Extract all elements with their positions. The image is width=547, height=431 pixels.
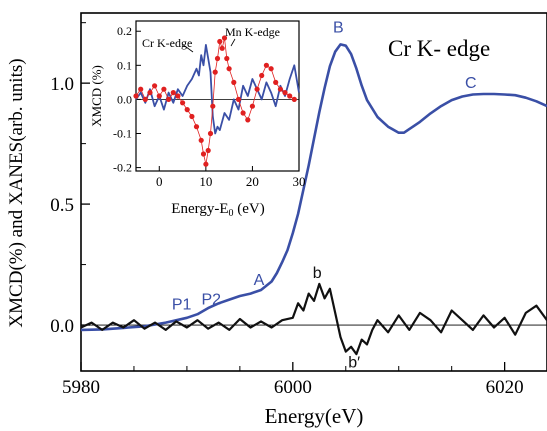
inset-y-tick-label: -0.1 bbox=[113, 127, 132, 141]
inset-legend-cr-pointer bbox=[181, 43, 194, 53]
inset-series-mn-point bbox=[277, 86, 283, 92]
main-series bbox=[80, 43, 547, 356]
inset-series-mn-point bbox=[231, 79, 237, 85]
inset-series-mn-point bbox=[152, 83, 158, 89]
inset-y-tick-label: 0.0 bbox=[117, 92, 132, 106]
inset-y-tick-label: -0.2 bbox=[113, 161, 132, 175]
series-xanes-line bbox=[80, 43, 547, 332]
inset-series-mn-point bbox=[166, 96, 172, 102]
inset-series-mn-point bbox=[219, 45, 225, 51]
inset-series-mn-point bbox=[268, 66, 274, 72]
annotation-label: b′ bbox=[348, 354, 360, 371]
annotation-label: B bbox=[333, 19, 344, 36]
inset-series-mn-point bbox=[205, 147, 211, 154]
inset-x-tick-label: 0 bbox=[156, 174, 163, 189]
main-annotations: P1 P2 A B Cb b′ bbox=[172, 19, 477, 371]
inset-series-mn-point bbox=[193, 124, 200, 130]
x-tick-label: 5980 bbox=[62, 377, 100, 398]
inset-series-mn-point bbox=[254, 86, 260, 92]
inset-series-mn-point bbox=[224, 55, 230, 62]
inset-x-axis-label-subscript: 0 bbox=[228, 208, 233, 219]
inset-series-mn-point bbox=[263, 62, 269, 68]
inset-y-tick-label: 0.1 bbox=[117, 58, 132, 72]
inset-legend-mn: Mn K-edge bbox=[225, 25, 280, 39]
main-ticks: 5980 6000 6020 0.0 0.5 1.0 bbox=[50, 22, 524, 398]
inset-x-tick-label: 30 bbox=[293, 174, 306, 189]
annotation-label: C bbox=[465, 75, 477, 92]
inset-ticks: 0 10 20 30 -0.2 -0.1 0.0 0.1 0.2 bbox=[113, 24, 306, 189]
inset-legend-cr: Cr K-edge bbox=[142, 36, 192, 50]
inset-series-mn-point bbox=[245, 117, 251, 123]
y-tick-label: 0.0 bbox=[50, 316, 74, 337]
inset-x-tick-label: 10 bbox=[199, 174, 212, 189]
main-plot: 5980 6000 6020 0.0 0.5 1.0 P1 P2 A B Cb b′ Energy(… bbox=[6, 12, 547, 428]
inset-series-mn-point bbox=[207, 130, 214, 137]
inset-x-tick-label: 20 bbox=[246, 174, 259, 189]
inset-series-mn-point bbox=[210, 103, 216, 109]
edge-label: Cr K- edge bbox=[388, 36, 490, 61]
inset-series-mn-point bbox=[212, 69, 218, 75]
inset-series-mn-point bbox=[226, 66, 232, 72]
annotation-label: P2 bbox=[201, 291, 221, 308]
inset-x-axis-label-unit: (eV) bbox=[233, 201, 264, 217]
y-tick-label: 1.0 bbox=[50, 74, 74, 95]
inset-series-mn-point bbox=[147, 90, 153, 96]
inset-x-axis-label: Energy-E0 (eV) bbox=[171, 201, 264, 219]
inset-series-mn-point bbox=[259, 72, 265, 79]
inset-series-mn-point bbox=[273, 79, 279, 85]
y-tick-label: 0.5 bbox=[50, 195, 74, 216]
inset-series-mn-point bbox=[203, 161, 209, 167]
inset-series bbox=[133, 35, 300, 167]
inset-plot: 0 10 20 30-0.2-0.10.00.10.2 Energy-E0 (eV) … bbox=[89, 20, 306, 219]
annotation-label: A bbox=[254, 272, 265, 289]
x-axis-label: Energy(eV) bbox=[265, 404, 364, 428]
inset-series-mn-point bbox=[189, 113, 195, 120]
inset-series-mn-point bbox=[138, 86, 144, 92]
inset-series-mn-point bbox=[133, 93, 139, 99]
inset-y-axis-label: XMCD (%) bbox=[89, 65, 104, 127]
inset-series-mn-point bbox=[156, 93, 162, 99]
inset-series-mn-point bbox=[175, 93, 181, 99]
inset-series-mn-point bbox=[240, 110, 246, 116]
inset-series-mn-point bbox=[217, 38, 223, 45]
y-axis-label: XMCD(%) and XANES(arb. units) bbox=[6, 58, 27, 327]
inset-series-mn-point bbox=[214, 55, 221, 62]
inset-y-tick-label: 0.2 bbox=[117, 24, 132, 38]
inset-series-mn-point bbox=[198, 137, 204, 143]
main-plot-frame bbox=[80, 12, 547, 372]
inset-series-mn-point bbox=[200, 151, 207, 157]
inset-series-mn-point bbox=[282, 90, 288, 96]
inset-series-mn-point bbox=[161, 86, 167, 92]
inset-series-mn-point bbox=[142, 96, 148, 102]
inset-series-mn-point bbox=[184, 107, 190, 113]
inset-legend-mn-pointer bbox=[230, 38, 236, 47]
inset-series-mn-point bbox=[249, 103, 255, 109]
inset-series-mn-point bbox=[221, 35, 228, 41]
inset-series-mn-point bbox=[235, 96, 242, 102]
x-tick-label: 6020 bbox=[486, 377, 524, 398]
inset-series-mn-point bbox=[291, 96, 297, 102]
inset-series-mn-point bbox=[170, 90, 176, 96]
inset-series-mn-point bbox=[180, 100, 186, 106]
x-tick-label: 6000 bbox=[274, 377, 312, 398]
series-xmcd-line bbox=[80, 282, 547, 356]
inset-series-mn-point bbox=[287, 93, 293, 99]
annotation-label: b bbox=[313, 265, 322, 282]
annotation-label: P1 bbox=[172, 296, 192, 313]
